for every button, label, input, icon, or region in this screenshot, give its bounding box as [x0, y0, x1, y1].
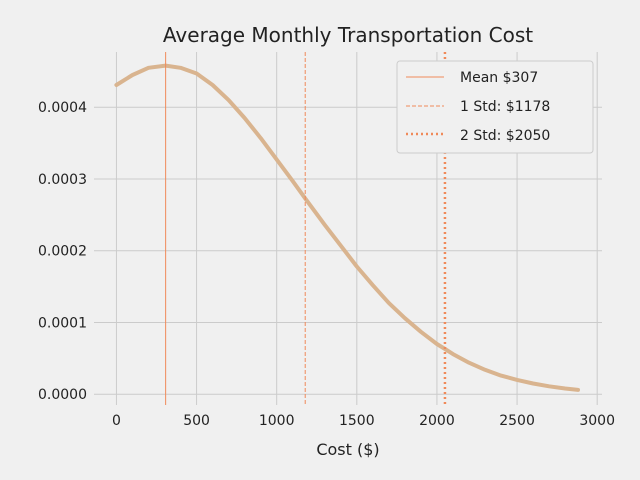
vline-layer — [165, 52, 447, 405]
legend-box — [396, 60, 594, 154]
chart-title: Average Monthly Transportation Cost — [163, 23, 533, 47]
x-tick-label: 1500 — [339, 413, 375, 429]
y-tick-label: 0.0000 — [38, 387, 87, 403]
x-tick-label: 0 — [112, 413, 121, 429]
series-line-density — [114, 63, 580, 392]
x-tick-label: 3000 — [579, 413, 615, 429]
x-tick-label: 2500 — [499, 413, 535, 429]
legend: Mean $307 1 Std: $1178 2 Std: $2050 — [396, 60, 594, 154]
y-tick-label: 0.0004 — [38, 100, 87, 116]
legend-label-2std: 2 Std: $2050 — [460, 128, 550, 144]
x-tick-labels: 0 500 1000 1500 2000 2500 3000 — [112, 413, 615, 429]
x-tick-label: 500 — [183, 413, 210, 429]
x-tick-label: 2000 — [419, 413, 455, 429]
series-layer — [114, 63, 580, 392]
y-tick-labels: 0.0000 0.0001 0.0002 0.0003 0.0004 — [38, 100, 87, 403]
legend-label-mean: Mean $307 — [460, 70, 538, 86]
y-tick-label: 0.0001 — [38, 315, 87, 331]
legend-label-1std: 1 Std: $1178 — [460, 99, 550, 115]
y-tick-label: 0.0003 — [38, 172, 87, 188]
x-tick-label: 1000 — [259, 413, 295, 429]
x-axis-label: Cost ($) — [316, 440, 379, 459]
y-tick-label: 0.0002 — [38, 244, 87, 260]
